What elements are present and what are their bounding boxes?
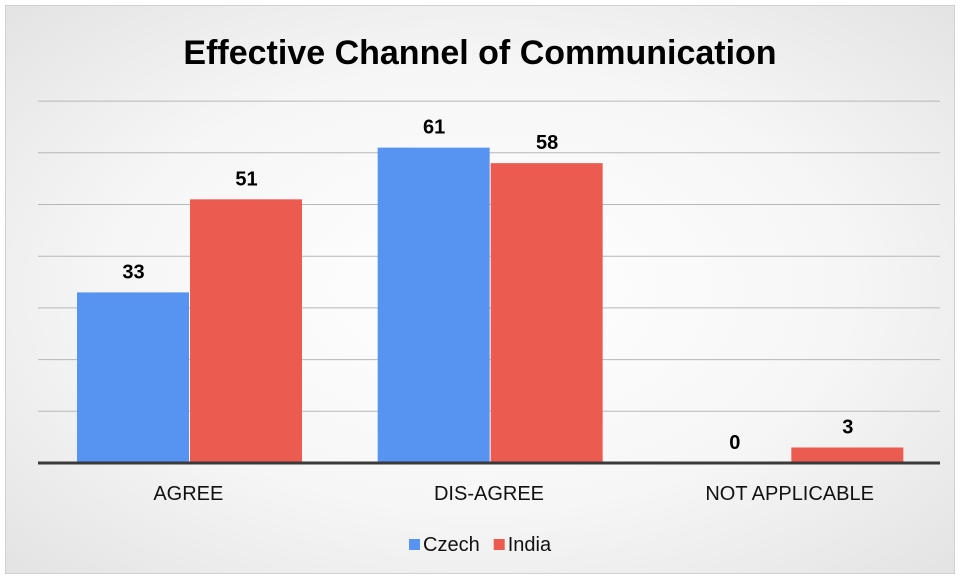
category-labels: AGREE DIS-AGREE NOT APPLICABLE bbox=[153, 483, 874, 505]
bar-india-2 bbox=[490, 163, 603, 463]
bar-czech-2 bbox=[377, 147, 490, 463]
legend: Czech India bbox=[409, 534, 552, 556]
category-label: DIS-AGREE bbox=[434, 483, 544, 505]
data-label: 58 bbox=[536, 132, 558, 154]
bar-india-1 bbox=[190, 199, 302, 463]
category-label: NOT APPLICABLE bbox=[705, 483, 874, 505]
legend-label-czech: Czech bbox=[423, 534, 480, 556]
legend-swatch-india bbox=[493, 539, 505, 550]
data-label: 51 bbox=[235, 168, 257, 190]
data-label: 0 bbox=[729, 432, 740, 454]
bar-india-3 bbox=[791, 447, 904, 463]
category-label: AGREE bbox=[153, 483, 223, 505]
bar-czech-1 bbox=[77, 292, 189, 463]
data-label: 3 bbox=[842, 416, 853, 438]
data-labels: 33 51 61 58 0 3 bbox=[122, 117, 853, 454]
bars bbox=[77, 147, 904, 463]
legend-swatch-czech bbox=[409, 539, 420, 550]
data-label: 33 bbox=[122, 261, 144, 283]
chart-title: Effective Channel of Communication bbox=[183, 34, 776, 72]
data-label: 61 bbox=[423, 117, 445, 139]
legend-label-india: India bbox=[508, 534, 552, 556]
